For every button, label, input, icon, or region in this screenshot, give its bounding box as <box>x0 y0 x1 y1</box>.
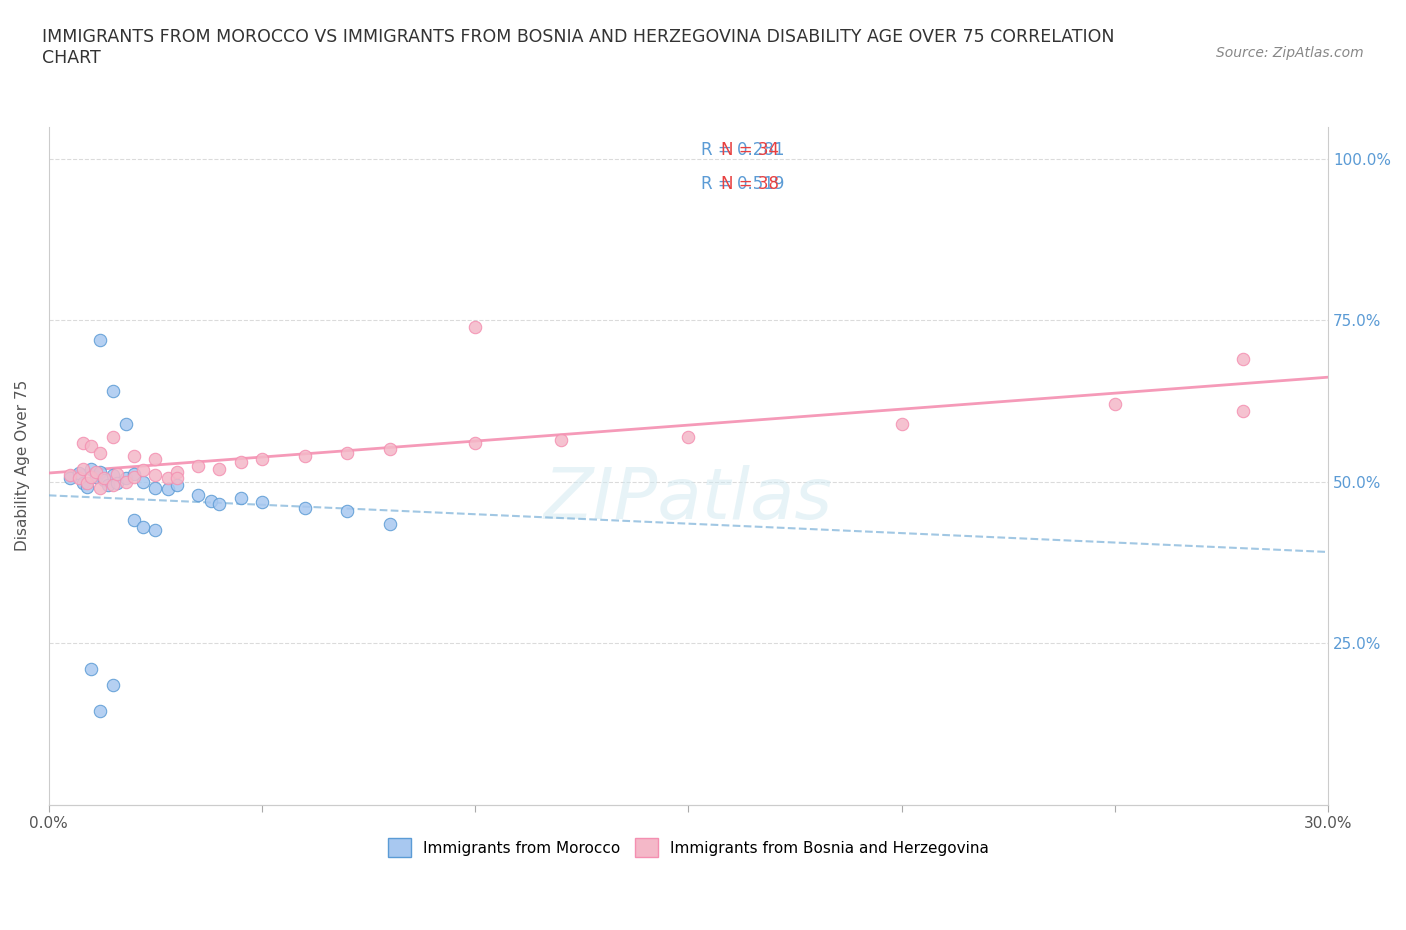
Point <box>294 500 316 515</box>
Point <box>122 467 145 482</box>
Point <box>93 473 115 488</box>
Point <box>464 319 486 334</box>
Point <box>80 439 103 454</box>
Point <box>336 445 359 460</box>
Point <box>114 474 136 489</box>
Point <box>200 494 222 509</box>
Point <box>187 487 209 502</box>
Point <box>1232 352 1254 366</box>
Point <box>157 482 180 497</box>
Point <box>84 469 107 484</box>
Legend: Immigrants from Morocco, Immigrants from Bosnia and Herzegovina: Immigrants from Morocco, Immigrants from… <box>380 830 997 865</box>
Text: IMMIGRANTS FROM MOROCCO VS IMMIGRANTS FROM BOSNIA AND HERZEGOVINA DISABILITY AGE: IMMIGRANTS FROM MOROCCO VS IMMIGRANTS FR… <box>42 28 1115 67</box>
Text: Source: ZipAtlas.com: Source: ZipAtlas.com <box>1216 46 1364 60</box>
Point <box>336 503 359 518</box>
Point <box>67 471 90 485</box>
Point <box>76 480 98 495</box>
Point <box>101 477 124 492</box>
Point <box>114 471 136 485</box>
Point <box>145 481 167 496</box>
Point <box>80 469 103 484</box>
Point <box>131 462 153 477</box>
Point <box>157 471 180 485</box>
Point <box>101 429 124 444</box>
Text: N = 38: N = 38 <box>721 175 779 193</box>
Point <box>122 448 145 463</box>
Point <box>89 703 111 718</box>
Point <box>89 481 111 496</box>
Point <box>145 452 167 467</box>
Point <box>101 384 124 399</box>
Point <box>101 468 124 483</box>
Point <box>890 416 912 431</box>
Point <box>229 490 252 505</box>
Point <box>229 455 252 470</box>
Point <box>166 471 188 485</box>
Point <box>294 448 316 463</box>
Point <box>84 465 107 480</box>
Text: N = 34: N = 34 <box>721 141 779 159</box>
Point <box>550 432 572 447</box>
Point <box>378 516 401 531</box>
Point <box>72 475 94 490</box>
Point <box>131 474 153 489</box>
Point <box>1104 397 1126 412</box>
Point <box>89 332 111 347</box>
Point <box>250 495 273 510</box>
Point <box>145 468 167 483</box>
Point <box>89 465 111 480</box>
Point <box>97 477 120 492</box>
Point <box>166 465 188 480</box>
Point <box>76 475 98 490</box>
Text: ZIPatlas: ZIPatlas <box>544 465 832 534</box>
Point <box>72 435 94 450</box>
Point <box>59 471 82 485</box>
Point <box>378 442 401 457</box>
Point <box>122 513 145 528</box>
Point <box>122 469 145 484</box>
Point <box>208 497 231 512</box>
Text: R = 0.281: R = 0.281 <box>702 141 785 159</box>
Text: R = 0.519: R = 0.519 <box>702 175 785 193</box>
Y-axis label: Disability Age Over 75: Disability Age Over 75 <box>15 380 30 551</box>
Point <box>464 435 486 450</box>
Point <box>145 523 167 538</box>
Point <box>208 461 231 476</box>
Point <box>101 678 124 693</box>
Point <box>250 452 273 467</box>
Point <box>131 520 153 535</box>
Point <box>187 458 209 473</box>
Point <box>72 461 94 476</box>
Point <box>67 466 90 481</box>
Point <box>678 429 700 444</box>
Point <box>89 445 111 460</box>
Point <box>1232 404 1254 418</box>
Point <box>114 416 136 431</box>
Point <box>80 461 103 476</box>
Point <box>59 468 82 483</box>
Point <box>166 477 188 492</box>
Point <box>105 475 128 490</box>
Point <box>105 467 128 482</box>
Point <box>80 661 103 676</box>
Point <box>93 471 115 485</box>
